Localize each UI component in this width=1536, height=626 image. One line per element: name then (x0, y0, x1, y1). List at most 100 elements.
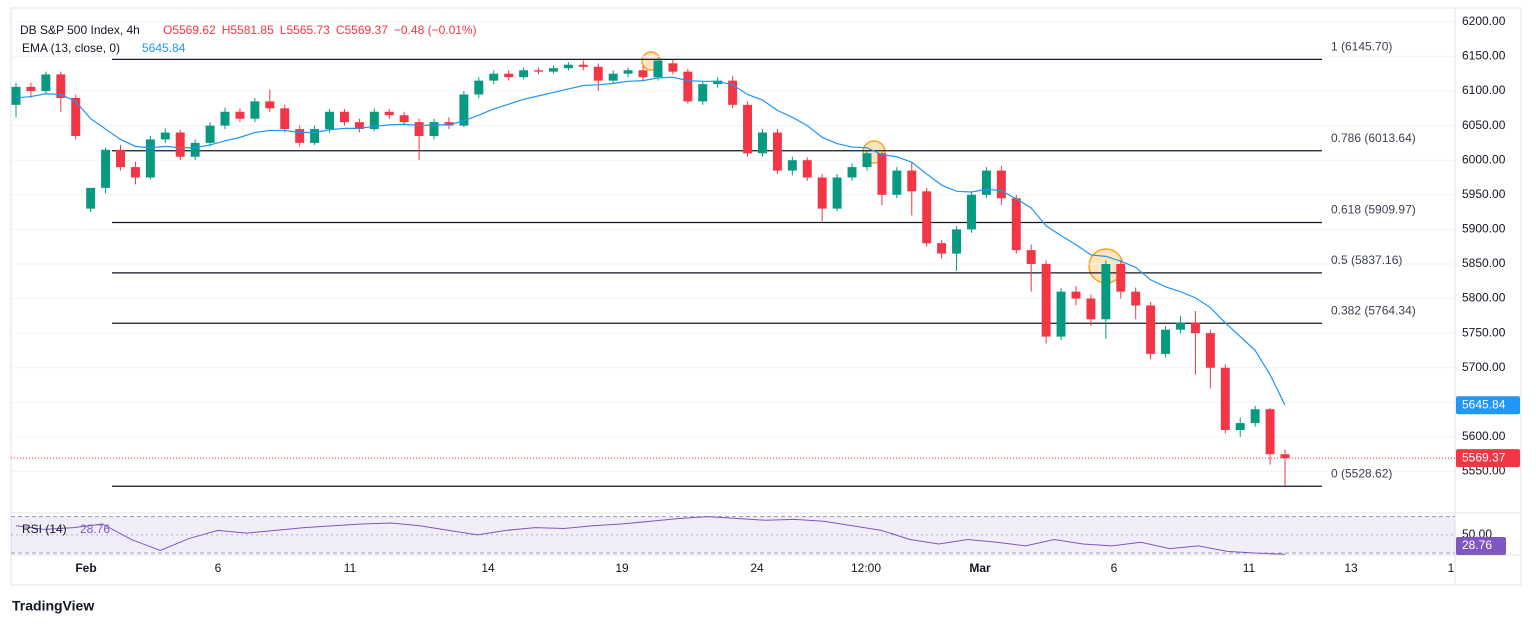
candle-body (175, 132, 185, 157)
candle-body (1190, 322, 1200, 334)
candle-body (205, 125, 215, 143)
x-tick-label: 6 (1111, 561, 1118, 575)
candle-body (399, 115, 409, 123)
candle-body (1086, 298, 1096, 320)
candle-body (1011, 198, 1021, 251)
candle-body (638, 70, 648, 78)
candle-body (220, 111, 230, 126)
fib-label: 0 (5528.62) (1331, 466, 1392, 480)
candle-body (354, 122, 364, 130)
candle-body (668, 63, 678, 72)
y-tick-label: 5700.00 (1462, 360, 1506, 374)
candle-body (56, 74, 66, 98)
ohlc-label: C5569.37 (336, 23, 388, 37)
x-tick-label: 1 (1448, 561, 1455, 575)
ema-tag-label: 5645.84 (1462, 397, 1506, 411)
candle-body (757, 132, 767, 154)
fib-label: 0.618 (5909.97) (1331, 203, 1416, 217)
candle-body (384, 111, 394, 116)
candle-body (1280, 454, 1290, 459)
candle-body (11, 86, 21, 105)
candle-body (1041, 263, 1051, 337)
candle-body (414, 122, 424, 136)
candle-body (877, 153, 887, 195)
candle-body (907, 170, 917, 192)
rsi-line (15, 516, 1286, 555)
x-tick-label: Mar (969, 561, 991, 575)
candle-body (1161, 329, 1171, 354)
rsi-tag-label: 28.76 (1462, 538, 1492, 552)
x-tick-label: 11 (344, 561, 357, 575)
candle-body (1265, 409, 1275, 455)
y-tick-label: 5550.00 (1462, 464, 1506, 478)
candle-body (280, 108, 290, 130)
y-tick-label: 5750.00 (1462, 325, 1506, 339)
y-tick-label: 5800.00 (1462, 291, 1506, 305)
marks: 5550.005600.005650.005700.005750.005800.… (11, 14, 1520, 575)
chart-title: DB S&P 500 Index, 4h (20, 23, 140, 37)
candle-body (534, 70, 544, 72)
candle-body (519, 70, 529, 78)
x-tick-label: 24 (750, 561, 764, 575)
candle-body (325, 111, 334, 130)
candle-body (310, 129, 320, 143)
chart-frame (10, 7, 1522, 586)
candle-body (1101, 263, 1111, 320)
candle-body (1146, 305, 1156, 354)
fib-label: 1 (6145.70) (1331, 40, 1392, 54)
candle-body (474, 80, 484, 95)
candle-body (116, 149, 125, 168)
candle-body (250, 101, 260, 119)
candle-body (190, 142, 200, 157)
ema-value: 5645.84 (142, 41, 186, 55)
x-tick-label: 14 (481, 561, 495, 575)
candle-body (145, 139, 155, 178)
rsi-title: RSI (14) (22, 522, 67, 536)
y-tick-label: 6050.00 (1462, 118, 1506, 132)
ema-line (15, 76, 1286, 406)
y-tick-label: 6100.00 (1462, 83, 1506, 97)
candle-body (235, 111, 245, 119)
candle-body (1176, 322, 1185, 330)
candle-body (967, 194, 976, 230)
candle-body (802, 160, 812, 178)
candle-body (817, 177, 827, 209)
candle-body (623, 70, 633, 74)
candle-body (1235, 423, 1245, 430)
candle-body (952, 229, 962, 254)
candle-body (563, 64, 573, 69)
ohlc-label: H5581.85 (222, 23, 274, 37)
ohlc-label: O5569.62 (163, 23, 216, 37)
candle-body (728, 80, 738, 105)
x-tick-label: 11 (1243, 561, 1256, 575)
candle-body (444, 122, 454, 126)
candle-body (683, 71, 693, 102)
ema-title: EMA (13, close, 0) (22, 41, 120, 55)
x-tick-label: 13 (1344, 561, 1358, 575)
fib-label: 0.786 (6013.64) (1331, 131, 1416, 145)
candle-body (832, 177, 842, 209)
candle-body (489, 73, 499, 81)
candle-body (862, 153, 872, 168)
candle-body (101, 149, 111, 188)
candle-body (981, 170, 991, 195)
candle-body (578, 64, 588, 67)
x-tick-label: Feb (75, 561, 96, 575)
y-tick-label: 6000.00 (1462, 152, 1506, 166)
change-label: −0.48 (−0.01%) (394, 23, 477, 37)
candle-body (160, 132, 170, 140)
candle-body (892, 170, 902, 195)
candle-body (339, 111, 349, 123)
x-tick-label: 6 (215, 561, 222, 575)
y-tick-label: 5900.00 (1462, 222, 1506, 236)
y-tick-label: 5600.00 (1462, 429, 1506, 443)
candle-body (1056, 291, 1066, 337)
candle-body (1131, 291, 1141, 306)
footer-brand: TradingView (12, 598, 94, 614)
candle-body (459, 94, 469, 126)
candle-body (1026, 250, 1036, 264)
candle-body (1116, 263, 1126, 292)
rsi-value: 28.76 (80, 522, 110, 536)
candle-body (1205, 333, 1215, 368)
candle-body (653, 60, 663, 78)
